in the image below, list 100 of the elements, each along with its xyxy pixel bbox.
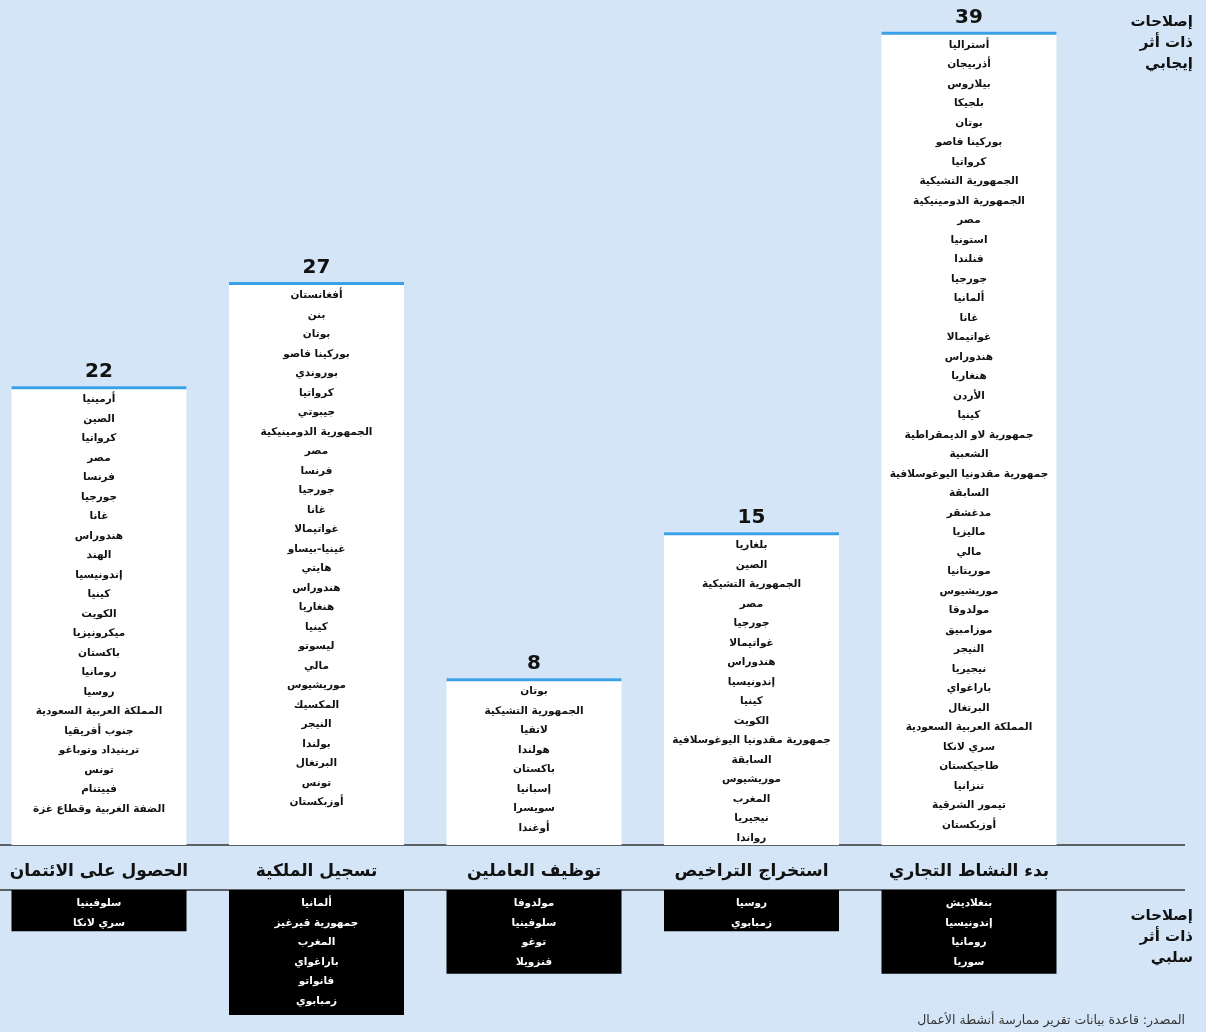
annotation: أرمينيا bbox=[82, 391, 116, 406]
annotation: مدغشقر bbox=[945, 505, 992, 519]
annotation: ألمانيا bbox=[953, 290, 985, 304]
annotation: إندونيسيا bbox=[75, 567, 123, 581]
annotation: جورجيا bbox=[951, 271, 987, 285]
annotation: طاجيكستان bbox=[939, 759, 999, 772]
annotation: جيبوتي bbox=[297, 405, 336, 419]
bar bbox=[446, 678, 622, 845]
annotation: موريتانيا bbox=[947, 564, 991, 578]
annotation: النيجر bbox=[300, 717, 332, 731]
annotation: هنغاريا bbox=[951, 369, 987, 383]
annotation: جمهورية مقدونيا اليوغوسلافية السابقة bbox=[672, 733, 831, 765]
annotation: مصر bbox=[738, 596, 764, 610]
annotation: سري لانكا bbox=[73, 915, 125, 929]
annotation: بوركينا فاصو bbox=[934, 135, 1003, 149]
annotation: المكسيك bbox=[293, 697, 340, 710]
annotation: باكستان bbox=[513, 762, 555, 775]
annotation: فانواتو bbox=[297, 974, 335, 987]
annotation: جمهورية لاو الديمقراطية الشعبية bbox=[904, 427, 1034, 460]
annotation: المملكة العربية السعودية bbox=[35, 704, 163, 718]
annotation: بنغلاديش bbox=[945, 896, 993, 909]
annotation: هندوراس bbox=[74, 528, 124, 542]
annotation: ليسوتو bbox=[297, 639, 335, 653]
annotation: هنغاريا bbox=[298, 600, 335, 614]
annotation: غواتيمالا bbox=[729, 635, 774, 649]
annotation: مولدوفا bbox=[948, 603, 990, 617]
annotation: سلوفينيا bbox=[76, 896, 122, 909]
data-label: 27 bbox=[302, 254, 331, 279]
data-label: 22 bbox=[85, 358, 113, 383]
annotation: باراغواي bbox=[294, 954, 339, 968]
annotation: مولدوفا bbox=[513, 896, 555, 909]
annotation: الجمهورية التشيكية bbox=[484, 703, 584, 717]
annotation: موريشيوس bbox=[286, 678, 347, 692]
annotation: موريشيوس bbox=[721, 772, 782, 786]
x-tick-label: بدء النشاط التجاري bbox=[888, 860, 1050, 881]
annotation: إسبانيا bbox=[516, 781, 552, 795]
annotation: غينيا-بيساو bbox=[286, 541, 346, 555]
annotation: نيجيريا bbox=[734, 811, 769, 825]
annotation: هايتي bbox=[301, 561, 332, 575]
annotation: جمهورية قيرغيز bbox=[273, 915, 359, 929]
annotation: بيلاروس bbox=[947, 76, 991, 90]
annotation: ماليزيا bbox=[952, 525, 986, 539]
annotation: غانا bbox=[306, 502, 327, 515]
annotation: كينيا bbox=[87, 587, 112, 600]
annotation: سوريا bbox=[953, 954, 985, 968]
annotation: جورجيا bbox=[733, 616, 770, 630]
annotation: باكستان bbox=[78, 645, 120, 658]
annotation: كرواتيا bbox=[81, 431, 118, 445]
annotation: نيجيريا bbox=[951, 661, 987, 675]
annotation: الضفة الغربية وقطاع غزة bbox=[32, 801, 166, 815]
annotation: أوزبكستان bbox=[289, 794, 344, 809]
annotation: المغرب bbox=[297, 935, 336, 948]
annotation: جمهورية مقدونيا اليوغوسلافية السابقة bbox=[889, 466, 1049, 499]
annotation: مصر bbox=[303, 444, 329, 458]
annotation: فرنسا bbox=[83, 470, 116, 484]
annotation: سويسرا bbox=[513, 801, 555, 815]
annotation: أوزبكستان bbox=[941, 816, 997, 831]
annotation: المغرب bbox=[732, 791, 771, 805]
bar bbox=[229, 282, 404, 845]
annotation: غواتيمالا bbox=[946, 330, 992, 344]
annotation: الجمهورية التشيكية bbox=[701, 577, 802, 591]
annotation: فرنسا bbox=[300, 463, 333, 477]
annotation: هولندا bbox=[518, 742, 550, 756]
annotation: ميكرونيزيا bbox=[72, 626, 126, 640]
annotation: فنزويلا bbox=[515, 954, 553, 968]
annotation: الكويت bbox=[81, 606, 117, 620]
annotation: تونس bbox=[84, 762, 114, 776]
annotation: غانا bbox=[89, 509, 109, 522]
annotation: الكويت bbox=[733, 713, 770, 727]
annotation: غانا bbox=[959, 310, 979, 323]
annotation: روسيا bbox=[83, 684, 115, 698]
annotation: إندونيسيا bbox=[727, 674, 776, 688]
annotation: زمبابوي bbox=[731, 915, 772, 929]
annotation: هندوراس bbox=[727, 655, 776, 669]
annotation: غواتيمالا bbox=[294, 522, 339, 536]
annotation: المصدر: قاعدة بيانات تقرير ممارسة أنشطة الأعمال bbox=[917, 1011, 1185, 1028]
annotation: بنن bbox=[307, 307, 326, 321]
annotation: كينيا bbox=[740, 694, 764, 707]
annotation: أوغندا bbox=[518, 819, 550, 834]
annotation: المملكة العربية السعودية bbox=[905, 720, 1033, 734]
data-label: 8 bbox=[527, 650, 541, 675]
annotation: لاتفيا bbox=[520, 723, 548, 736]
annotation: مصر bbox=[86, 450, 111, 464]
annotation: أستراليا bbox=[948, 36, 990, 51]
annotation: بولندا bbox=[302, 736, 331, 750]
x-tick-label: استخراج التراخيص bbox=[674, 860, 829, 881]
annotation: مالي bbox=[956, 544, 982, 558]
annotation: روسيا bbox=[735, 896, 768, 909]
annotation: فنلندا bbox=[954, 252, 984, 265]
annotation: هندوراس bbox=[292, 580, 341, 594]
annotation: بلجيكا bbox=[953, 96, 985, 109]
annotation: تيمور الشرقية bbox=[932, 798, 1006, 812]
bar bbox=[664, 532, 839, 845]
data-label: 39 bbox=[955, 3, 983, 28]
annotation: الأردن bbox=[953, 388, 985, 402]
annotation: رومانيا bbox=[951, 935, 987, 948]
annotation: بوركينا فاصو bbox=[282, 346, 350, 360]
annotation: باراغواي bbox=[946, 681, 992, 695]
annotation: أذربيجان bbox=[947, 56, 991, 71]
x-tick-label: توظيف العاملين bbox=[466, 860, 602, 881]
